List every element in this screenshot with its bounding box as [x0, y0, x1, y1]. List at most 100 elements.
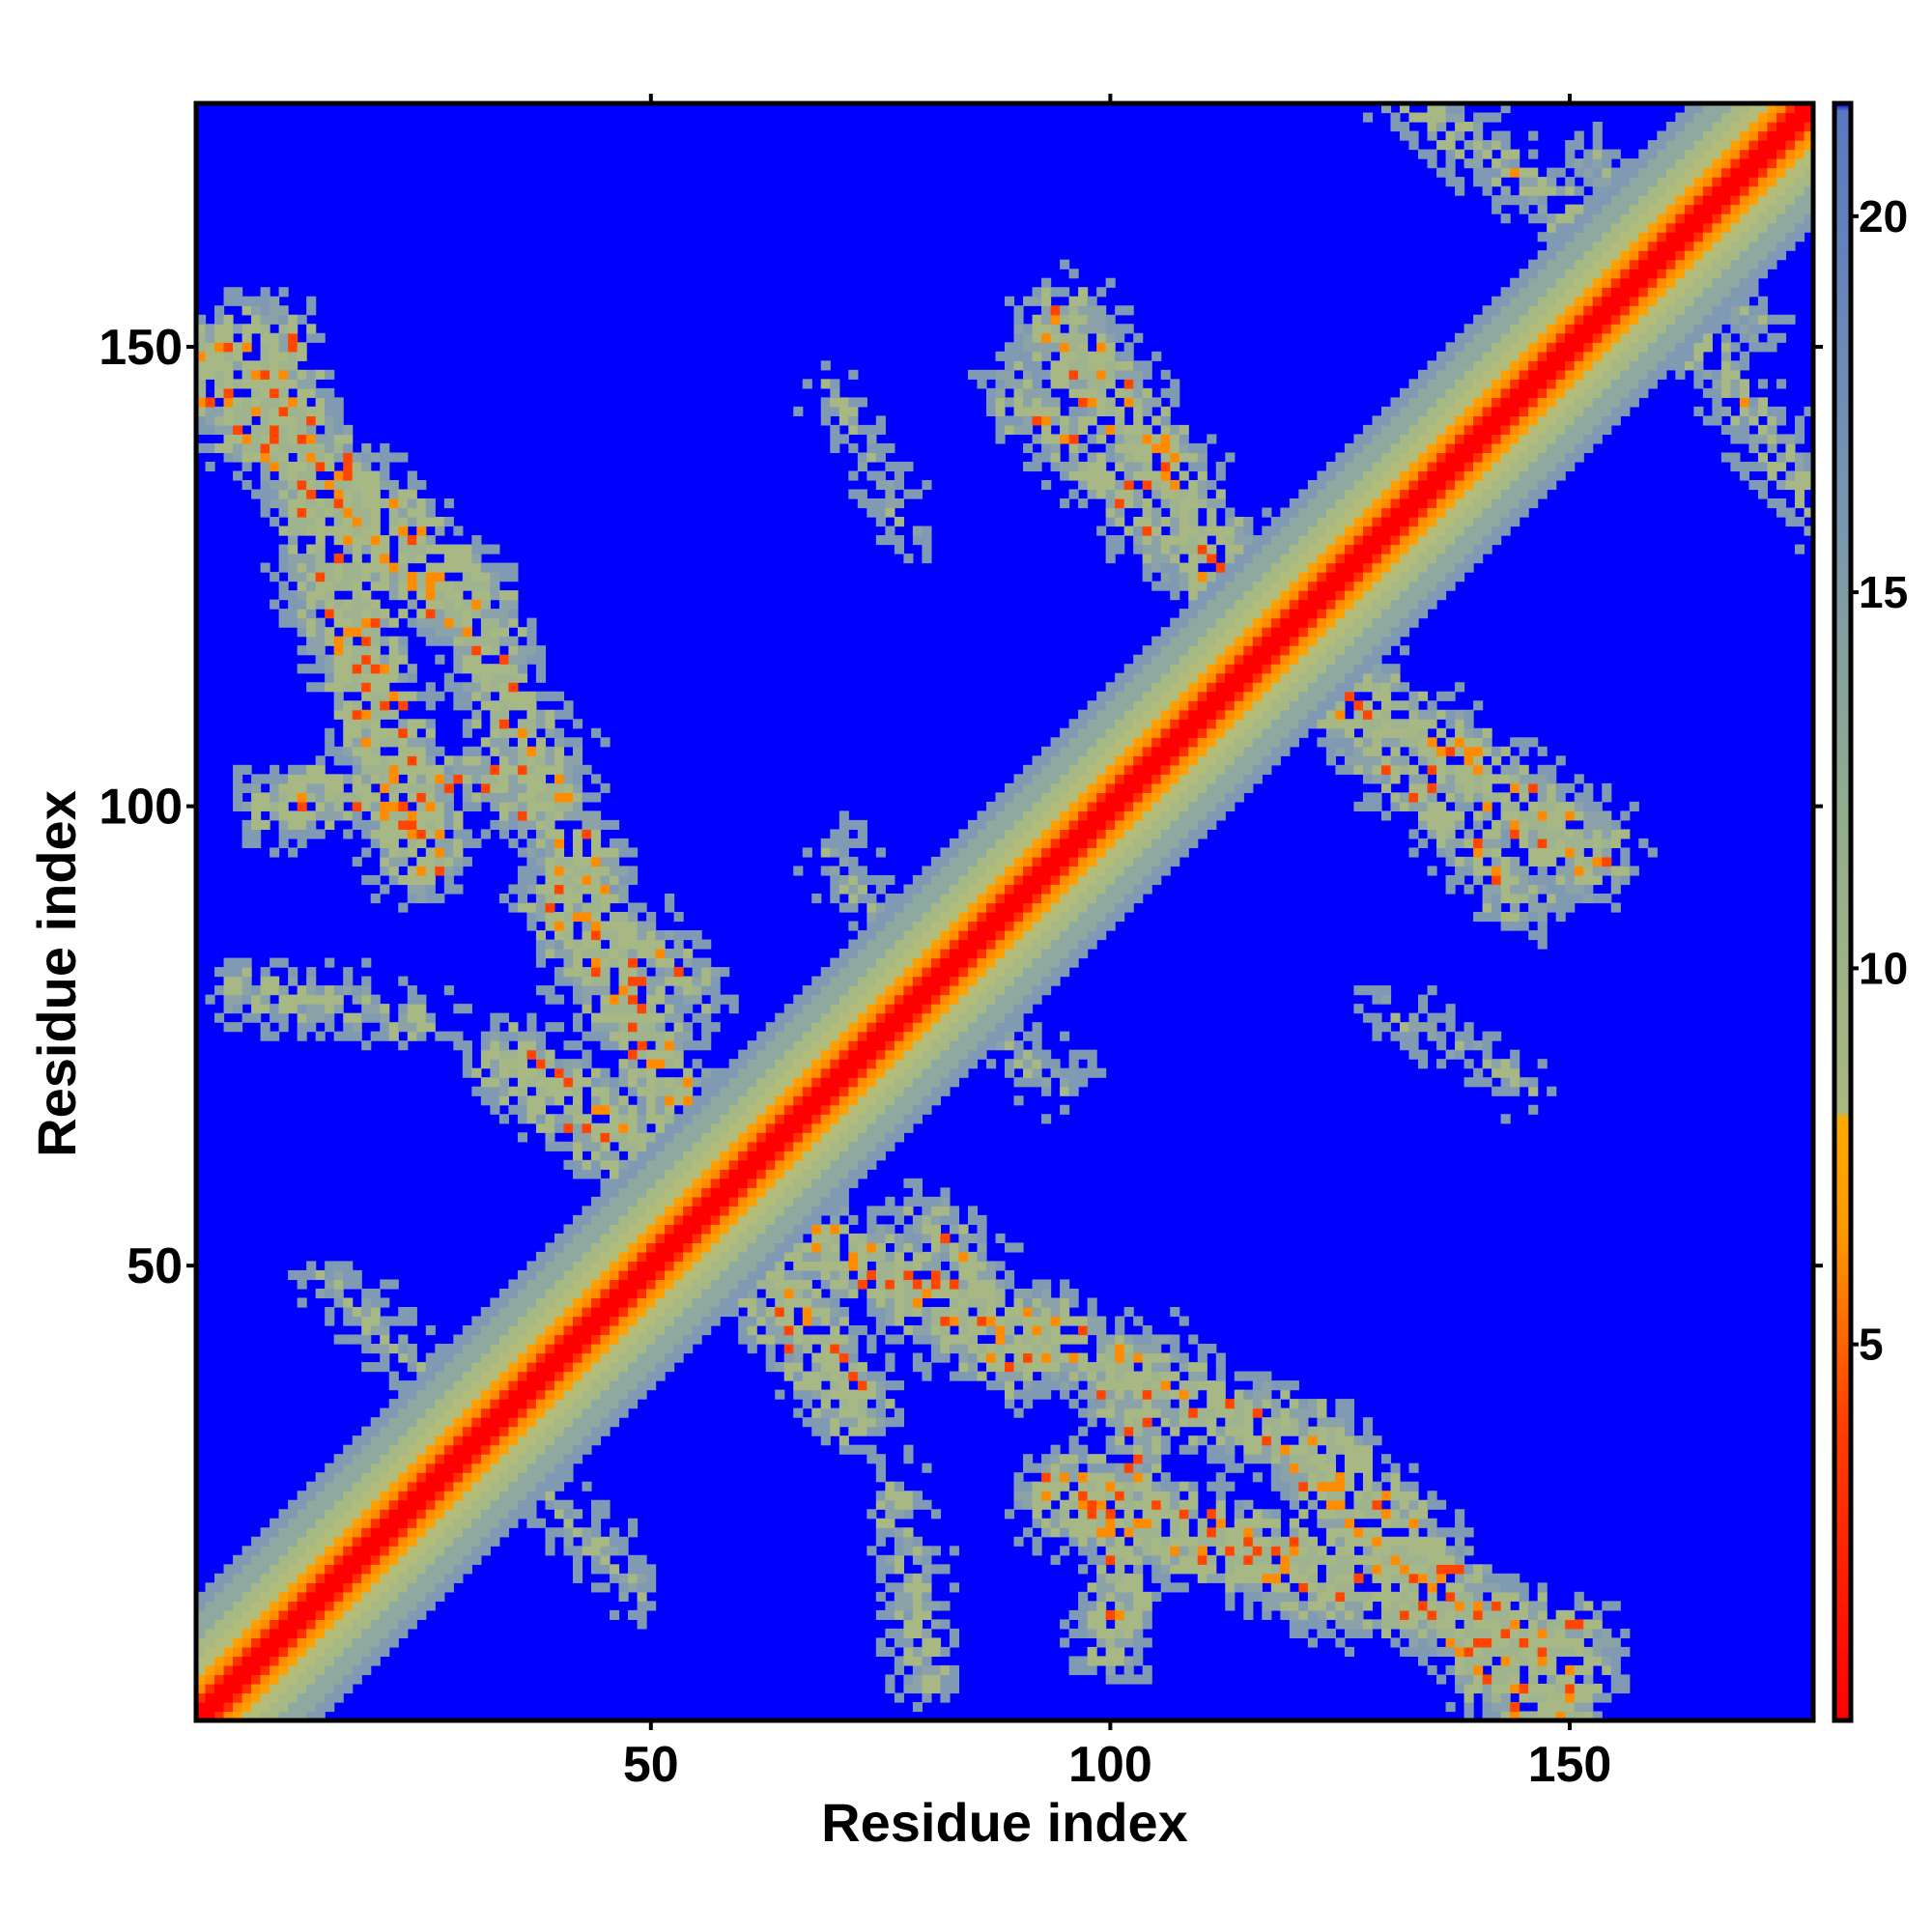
heatmap-cell [1032, 1491, 1042, 1501]
heatmap-cell [1270, 1481, 1281, 1492]
heatmap-cell [306, 1601, 317, 1611]
heatmap-cell [398, 1463, 409, 1473]
heatmap-cell [526, 1426, 537, 1436]
heatmap-cell [600, 1288, 611, 1299]
heatmap-cell [728, 1279, 739, 1290]
heatmap-cell [306, 1261, 317, 1271]
heatmap-cell [1115, 1591, 1125, 1602]
heatmap-cell [260, 1022, 270, 1033]
heatmap-cell [462, 1049, 472, 1060]
heatmap-cell [572, 764, 583, 775]
heatmap-cell [1399, 1591, 1410, 1602]
heatmap-cell [270, 424, 280, 436]
heatmap-cell [1160, 1546, 1171, 1556]
heatmap-cell [554, 1077, 565, 1088]
heatmap-cell [885, 1554, 895, 1565]
heatmap-cell [545, 1481, 555, 1492]
heatmap-cell [1087, 1407, 1097, 1418]
heatmap-cell [242, 369, 252, 380]
heatmap-cell [572, 1040, 583, 1051]
heatmap-cell [637, 1362, 647, 1373]
heatmap-cell [1335, 1619, 1346, 1630]
heatmap-cell [1492, 1628, 1502, 1638]
heatmap-cell [1372, 1435, 1382, 1446]
heatmap-cell [1023, 1344, 1034, 1354]
heatmap-cell [665, 1352, 675, 1363]
heatmap-cell [480, 1499, 491, 1510]
heatmap-cell [1032, 1499, 1042, 1510]
heatmap-cell [1555, 1674, 1566, 1685]
heatmap-cell [416, 1380, 427, 1391]
heatmap-cell [665, 1316, 675, 1326]
heatmap-cell [1390, 1601, 1401, 1611]
heatmap-cell [407, 1362, 417, 1373]
heatmap-cell [922, 1316, 932, 1326]
heatmap-cell [1142, 1619, 1152, 1630]
heatmap-cell [490, 792, 500, 803]
heatmap-cell [922, 1637, 932, 1648]
heatmap-cell [498, 1306, 509, 1318]
heatmap-cell [857, 1269, 867, 1281]
heatmap-cell [1602, 1628, 1612, 1638]
heatmap-cell [526, 1077, 537, 1088]
heatmap-cell [1215, 1426, 1226, 1436]
heatmap-cell [315, 1628, 326, 1638]
heatmap-cell [370, 1656, 381, 1666]
heatmap-cell [838, 1306, 849, 1318]
heatmap-cell [407, 470, 417, 481]
heatmap-cell [1262, 1591, 1272, 1602]
heatmap-cell [471, 838, 482, 849]
heatmap-cell [1234, 1417, 1244, 1428]
heatmap-cell [1344, 1407, 1355, 1418]
heatmap-cell [1353, 1527, 1364, 1538]
heatmap-cell [343, 517, 354, 527]
heatmap-cell [738, 1269, 749, 1281]
heatmap-cell [398, 727, 409, 738]
heatmap-cell [205, 994, 215, 1005]
heatmap-cell [637, 1334, 647, 1345]
heatmap-cell [582, 949, 592, 959]
heatmap-cell [352, 627, 362, 638]
heatmap-cell [1344, 1582, 1355, 1593]
heatmap-cell [425, 1022, 436, 1033]
heatmap-cell [710, 1269, 721, 1281]
heatmap-cell [407, 866, 417, 876]
heatmap-cell [1547, 1674, 1557, 1685]
heatmap-cell [637, 1288, 647, 1299]
heatmap-cell [425, 1573, 436, 1583]
heatmap-cell [1555, 1646, 1566, 1658]
heatmap-cell [196, 342, 207, 353]
heatmap-cell [1510, 1701, 1520, 1713]
heatmap-cell [1207, 1536, 1217, 1547]
heatmap-cell [480, 590, 491, 601]
heatmap-cell [590, 1371, 602, 1381]
heatmap-cell [1252, 1454, 1263, 1464]
heatmap-cell [333, 1554, 344, 1565]
heatmap-cell [1013, 1499, 1024, 1510]
heatmap-cell [1317, 1601, 1327, 1611]
heatmap-cell [398, 1509, 409, 1520]
heatmap-cell [315, 1518, 326, 1528]
heatmap-cell [912, 1664, 923, 1676]
heatmap-cell [278, 562, 289, 573]
heatmap-cell [233, 1656, 243, 1666]
heatmap-cell [802, 1371, 812, 1381]
heatmap-cell [1160, 1564, 1171, 1575]
heatmap-cell [545, 1407, 555, 1418]
heatmap-cell [572, 1224, 583, 1235]
heatmap-cell [370, 517, 381, 527]
heatmap-cell [793, 1352, 804, 1363]
heatmap-cell [985, 1261, 997, 1271]
heatmap-cell [315, 599, 326, 610]
heatmap-cell [333, 645, 344, 656]
heatmap-cell [1207, 1426, 1217, 1436]
heatmap-cell [1078, 1546, 1089, 1556]
heatmap-cell [1123, 1509, 1134, 1520]
heatmap-cell [251, 1012, 262, 1023]
heatmap-cell [361, 1012, 372, 1023]
heatmap-cell [1298, 1619, 1309, 1630]
heatmap-cell [297, 599, 307, 610]
heatmap-cell [1041, 1481, 1052, 1492]
heatmap-cell [1123, 1546, 1134, 1556]
heatmap-cell [380, 1591, 390, 1602]
